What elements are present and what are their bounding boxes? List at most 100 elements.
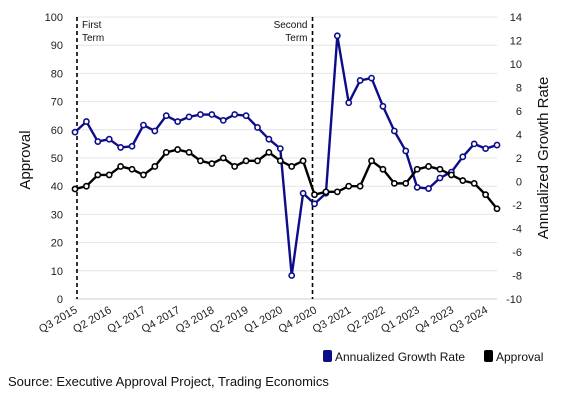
data-point-growth: [345, 99, 353, 107]
legend-swatch-approval: [484, 350, 493, 362]
data-point-growth: [94, 138, 102, 145]
right-tick-label: 6: [516, 106, 522, 118]
data-point-approval: [231, 163, 239, 170]
data-point-growth: [299, 189, 307, 197]
data-point-approval: [174, 146, 182, 153]
x-tick-label: Q3 2018: [174, 304, 217, 335]
x-tick-label: Q1 2023: [379, 304, 422, 335]
left-tick-label: 70: [51, 97, 63, 109]
data-point-approval: [390, 179, 398, 187]
data-point-approval: [94, 171, 102, 179]
data-point-growth: [219, 117, 227, 124]
left-tick-label: 0: [57, 294, 63, 306]
x-tick-label: Q4 2020: [276, 304, 319, 335]
term-annotations: First Term Second Term: [76, 17, 314, 299]
left-tick-label: 60: [51, 125, 63, 137]
left-tick-label: 50: [51, 153, 63, 165]
x-tick-label: Q3 2024: [448, 304, 491, 335]
right-tick-label: -10: [506, 294, 522, 306]
data-point-growth: [333, 32, 341, 40]
left-tick-label: 100: [45, 12, 63, 24]
data-point-growth: [83, 118, 90, 125]
x-tick-label: Q1 2017: [105, 304, 148, 335]
right-tick-label: 10: [510, 59, 522, 71]
data-point-approval: [140, 171, 147, 179]
data-point-growth: [105, 135, 113, 143]
right-axis-title: Annualized Growth Rate: [535, 77, 552, 240]
term-annotation-line2: Term: [82, 33, 104, 44]
data-point-approval: [242, 157, 250, 165]
right-axis-ticks: -10 -8 -6 -4 -2 0 2 4 6 8 10 12 14: [506, 12, 522, 306]
data-point-growth: [390, 127, 398, 135]
legend: Annualized Growth Rate Approval: [323, 350, 543, 364]
left-tick-label: 40: [51, 181, 63, 193]
data-point-growth: [470, 140, 478, 148]
data-point-approval: [128, 165, 136, 173]
left-tick-label: 80: [51, 68, 63, 80]
data-point-approval: [436, 165, 444, 173]
data-point-growth: [185, 113, 193, 121]
x-tick-label: Q3 2021: [311, 304, 354, 335]
data-point-growth: [311, 200, 318, 208]
data-point-approval: [425, 163, 432, 170]
data-point-approval: [299, 157, 307, 165]
right-tick-label: 14: [510, 12, 522, 24]
source-note: Source: Executive Approval Project, Trad…: [8, 374, 329, 389]
data-point-growth: [231, 111, 239, 118]
data-point-growth: [197, 111, 204, 118]
data-point-approval: [71, 185, 79, 193]
data-point-approval: [345, 182, 353, 190]
data-point-growth: [436, 174, 444, 182]
data-point-approval: [265, 148, 273, 156]
data-point-approval: [493, 205, 501, 213]
left-tick-label: 30: [51, 209, 63, 221]
data-point-approval: [288, 163, 296, 170]
data-point-approval: [162, 148, 170, 156]
data-point-approval: [459, 177, 467, 184]
x-tick-label: Q2 2016: [71, 304, 114, 335]
x-tick-label: Q2 2019: [208, 304, 251, 335]
data-point-approval: [482, 191, 489, 199]
data-point-approval: [117, 163, 125, 170]
series-line-growth: [74, 34, 498, 277]
data-point-approval: [185, 148, 193, 156]
legend-swatch-growth: [323, 350, 332, 362]
data-point-growth: [459, 153, 467, 161]
right-tick-label: -2: [512, 200, 522, 212]
data-point-growth: [425, 185, 432, 192]
left-axis-ticks: 0 10 20 30 40 50 60 70 80 90 100: [45, 12, 63, 306]
right-tick-label: -8: [512, 271, 522, 283]
data-point-approval: [83, 182, 90, 190]
right-tick-label: 0: [516, 177, 522, 189]
data-point-growth: [276, 145, 284, 152]
data-point-growth: [413, 183, 421, 191]
data-point-growth: [254, 124, 261, 131]
data-point-approval: [379, 165, 387, 173]
data-point-growth: [174, 118, 182, 125]
x-tick-label: Q2 2022: [345, 304, 388, 335]
x-tick-label: Q4 2023: [413, 304, 456, 335]
x-tick-label: Q1 2020: [242, 304, 285, 335]
right-tick-label: 4: [516, 130, 522, 142]
left-tick-label: 10: [51, 266, 63, 278]
data-point-growth: [71, 128, 79, 136]
data-point-growth: [402, 147, 410, 155]
data-point-approval: [447, 171, 455, 179]
right-tick-label: 12: [510, 36, 522, 48]
data-point-approval: [322, 188, 330, 196]
right-tick-label: 2: [516, 153, 522, 165]
data-point-approval: [197, 157, 204, 165]
data-point-growth: [288, 272, 296, 279]
data-point-growth: [265, 135, 273, 143]
data-point-growth: [379, 102, 387, 110]
data-point-approval: [368, 157, 375, 165]
data-point-approval: [356, 182, 364, 190]
data-point-growth: [151, 127, 159, 135]
legend-label-growth: Annualized Growth Rate: [335, 350, 465, 364]
data-point-growth: [493, 141, 501, 149]
data-point-approval: [105, 171, 113, 179]
data-point-growth: [128, 142, 136, 150]
data-point-growth: [356, 77, 364, 84]
